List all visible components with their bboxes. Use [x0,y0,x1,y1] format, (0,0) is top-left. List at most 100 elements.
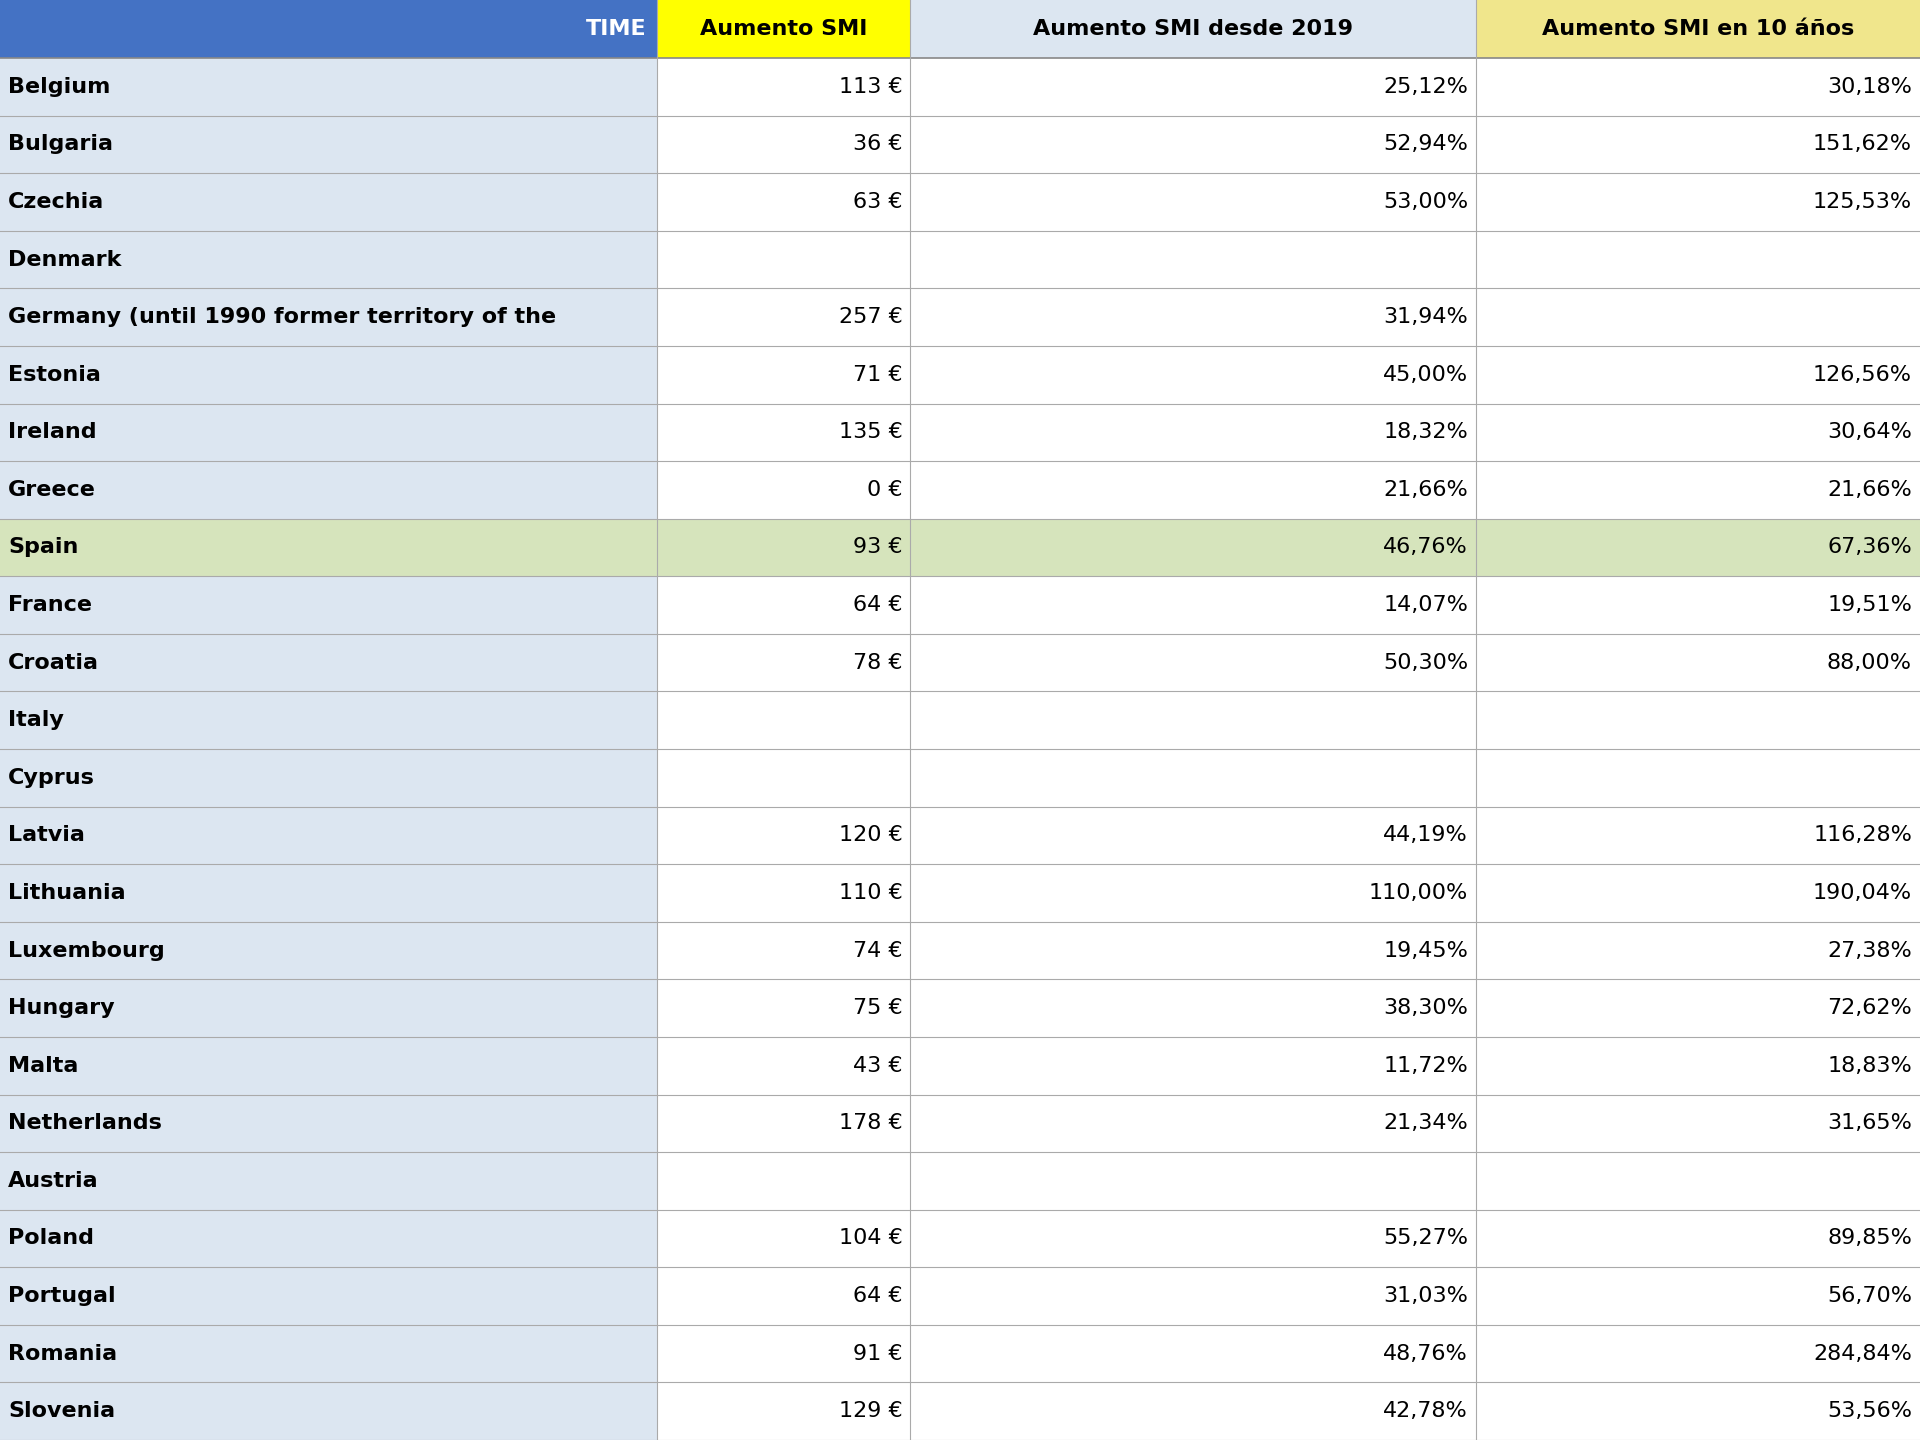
Text: 18,83%: 18,83% [1828,1056,1912,1076]
Bar [1476,1382,1920,1440]
Bar [910,230,1476,288]
Text: Portugal: Portugal [8,1286,115,1306]
Text: 91 €: 91 € [852,1344,902,1364]
Text: Cyprus: Cyprus [8,768,94,788]
Bar [1476,1267,1920,1325]
Bar [0,979,657,1037]
Text: 42,78%: 42,78% [1382,1401,1469,1421]
Bar [657,576,910,634]
Text: 27,38%: 27,38% [1828,940,1912,960]
Text: Romania: Romania [8,1344,117,1364]
Text: 110 €: 110 € [839,883,902,903]
Bar [657,979,910,1037]
Text: Malta: Malta [8,1056,79,1076]
Bar [910,1325,1476,1382]
Text: Denmark: Denmark [8,249,121,269]
Bar [657,864,910,922]
Bar [910,634,1476,691]
Bar [910,115,1476,173]
Bar [657,1037,910,1094]
Bar [0,1094,657,1152]
Bar [0,1210,657,1267]
Bar [0,806,657,864]
Bar [910,749,1476,806]
Text: Czechia: Czechia [8,192,104,212]
Text: Estonia: Estonia [8,364,102,384]
Text: 125,53%: 125,53% [1812,192,1912,212]
Bar [910,58,1476,115]
Bar [0,518,657,576]
Bar [0,230,657,288]
Text: 110,00%: 110,00% [1369,883,1469,903]
Text: Latvia: Latvia [8,825,84,845]
Text: 71 €: 71 € [852,364,902,384]
Text: 11,72%: 11,72% [1382,1056,1469,1076]
Text: 178 €: 178 € [839,1113,902,1133]
Text: 151,62%: 151,62% [1812,134,1912,154]
Text: 135 €: 135 € [839,422,902,442]
Bar [0,691,657,749]
Text: Germany (until 1990 former territory of the: Germany (until 1990 former territory of … [8,307,557,327]
Bar [657,288,910,346]
Bar [657,1210,910,1267]
Bar [657,1094,910,1152]
Bar [1476,1037,1920,1094]
Text: Hungary: Hungary [8,998,115,1018]
Bar [910,518,1476,576]
Bar [1476,173,1920,230]
Text: 21,34%: 21,34% [1382,1113,1469,1133]
Text: 116,28%: 116,28% [1812,825,1912,845]
Bar [910,0,1476,58]
Text: 64 €: 64 € [852,1286,902,1306]
Text: 89,85%: 89,85% [1828,1228,1912,1248]
Bar [657,806,910,864]
Text: 190,04%: 190,04% [1812,883,1912,903]
Text: 30,18%: 30,18% [1828,76,1912,96]
Text: 284,84%: 284,84% [1812,1344,1912,1364]
Bar [1476,0,1920,58]
Text: 55,27%: 55,27% [1382,1228,1469,1248]
Text: Poland: Poland [8,1228,94,1248]
Text: 52,94%: 52,94% [1382,134,1469,154]
Bar [910,403,1476,461]
Bar [910,346,1476,403]
Text: Ireland: Ireland [8,422,96,442]
Text: 53,56%: 53,56% [1828,1401,1912,1421]
Bar [910,1210,1476,1267]
Bar [1476,58,1920,115]
Bar [0,346,657,403]
Bar [657,173,910,230]
Bar [910,461,1476,518]
Text: Belgium: Belgium [8,76,109,96]
Text: 56,70%: 56,70% [1828,1286,1912,1306]
Text: Italy: Italy [8,710,63,730]
Bar [657,922,910,979]
Text: 36 €: 36 € [852,134,902,154]
Bar [910,288,1476,346]
Text: Lithuania: Lithuania [8,883,125,903]
Bar [910,1267,1476,1325]
Text: Luxembourg: Luxembourg [8,940,165,960]
Text: 126,56%: 126,56% [1812,364,1912,384]
Text: Croatia: Croatia [8,652,100,672]
Bar [0,173,657,230]
Bar [1476,1325,1920,1382]
Text: 64 €: 64 € [852,595,902,615]
Bar [657,1267,910,1325]
Bar [910,691,1476,749]
Text: 25,12%: 25,12% [1382,76,1469,96]
Bar [657,403,910,461]
Bar [657,461,910,518]
Bar [657,691,910,749]
Bar [657,1382,910,1440]
Bar [0,1152,657,1210]
Bar [1476,691,1920,749]
Bar [1476,864,1920,922]
Text: 21,66%: 21,66% [1828,480,1912,500]
Text: Slovenia: Slovenia [8,1401,115,1421]
Text: 30,64%: 30,64% [1828,422,1912,442]
Bar [0,1325,657,1382]
Bar [0,922,657,979]
Text: 31,65%: 31,65% [1828,1113,1912,1133]
Bar [1476,346,1920,403]
